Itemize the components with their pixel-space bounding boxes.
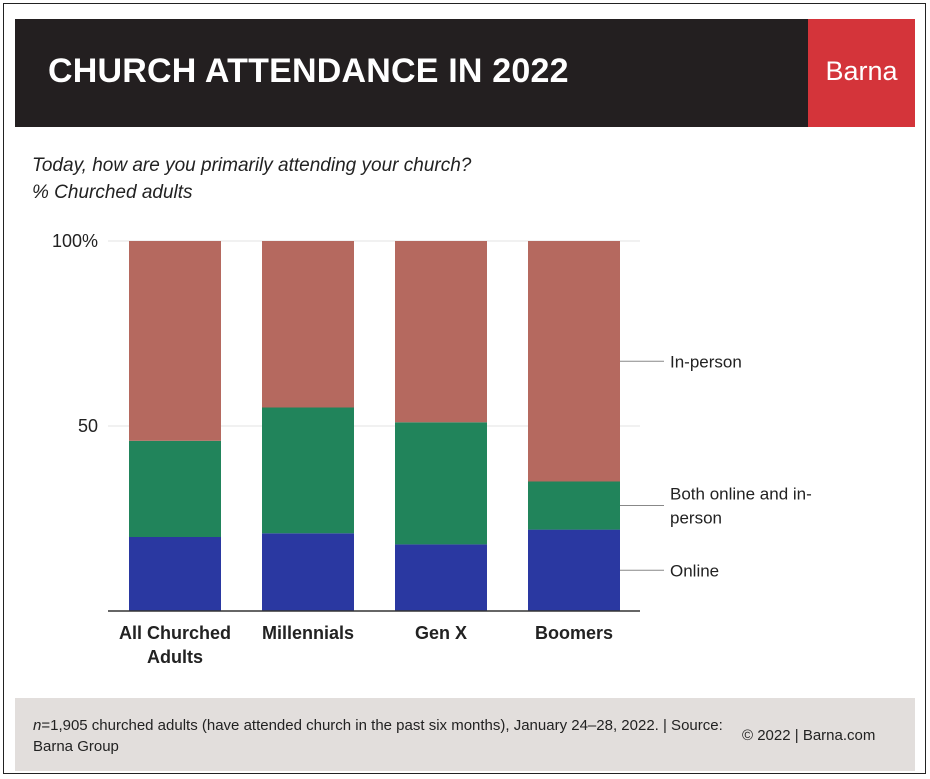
x-category-label: Boomers (535, 623, 613, 643)
legend-series-label: Both online and in-person (670, 485, 812, 528)
bar-segment-both-online-and-in-person (528, 481, 620, 530)
stacked-bar-chart: 100% 50 All Churched Adults Millennials Gen X… (52, 231, 812, 667)
bar-segment-in-person (129, 241, 221, 441)
bar-segment-online (395, 544, 487, 611)
brand-badge: Barna (808, 19, 915, 127)
bar-segment-both-online-and-in-person (262, 407, 354, 534)
brand-logo-text: Barna (825, 56, 898, 86)
legend-series-label: In-person (670, 352, 742, 371)
bar-segment-in-person (528, 241, 620, 482)
x-category-label: Gen X (415, 623, 467, 643)
x-category-label: Millennials (262, 623, 354, 643)
footer-bar: n=1,905 churched adults (have attended c… (15, 698, 915, 771)
bar-segment-online (129, 537, 221, 611)
y-tick-label: 50 (78, 416, 98, 436)
x-category-label: All Churched Adults (119, 623, 231, 667)
bar-segment-both-online-and-in-person (129, 440, 221, 537)
bar-segment-both-online-and-in-person (395, 422, 487, 545)
chart-unit-label: % Churched adults (32, 182, 193, 203)
bar-segment-online (262, 533, 354, 611)
bar-segment-in-person (395, 241, 487, 423)
chart-subtitle-question: Today, how are you primarily attending y… (32, 155, 472, 176)
footnote-text: =1,905 churched adults (have attended ch… (33, 717, 723, 755)
footnote: n=1,905 churched adults (have attended c… (33, 715, 733, 757)
copyright-text: © 2022 | Barna.com (742, 727, 876, 744)
bar-segment-online (528, 529, 620, 611)
legend-series-label: Online (670, 561, 719, 580)
footnote-n: n (33, 717, 42, 734)
bar-segment-in-person (262, 241, 354, 408)
header-bar: CHURCH ATTENDANCE IN 2022 Barna (15, 19, 915, 127)
chart-title: CHURCH ATTENDANCE IN 2022 (48, 52, 569, 90)
y-tick-label: 100% (52, 231, 98, 251)
